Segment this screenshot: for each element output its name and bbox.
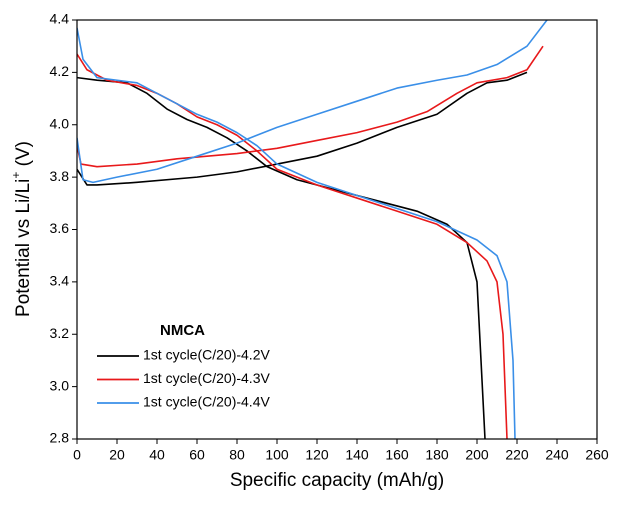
x-tick-label: 220 xyxy=(505,447,529,463)
y-tick-label: 2.8 xyxy=(50,430,70,446)
y-tick-label: 3.0 xyxy=(50,377,70,393)
x-tick-label: 140 xyxy=(345,447,369,463)
x-tick-label: 80 xyxy=(229,447,245,463)
x-tick-label: 160 xyxy=(385,447,409,463)
x-tick-label: 180 xyxy=(425,447,449,463)
y-tick-label: 4.0 xyxy=(50,115,70,131)
y-tick-label: 4.2 xyxy=(50,63,70,79)
y-axis-title-main: Potential vs Li/Li xyxy=(13,179,34,317)
x-tick-label: 100 xyxy=(265,447,289,463)
x-tick-label: 20 xyxy=(109,447,125,463)
legend-title: NMCA xyxy=(160,322,205,339)
y-axis-title-sup: + xyxy=(9,172,23,179)
x-tick-label: 120 xyxy=(305,447,329,463)
x-tick-label: 200 xyxy=(465,447,489,463)
legend-label: 1st cycle(C/20)-4.2V xyxy=(143,347,270,363)
plot-frame xyxy=(76,19,598,440)
y-tick-label: 3.6 xyxy=(50,220,70,236)
x-tick-label: 60 xyxy=(189,447,205,463)
series-line xyxy=(77,45,544,439)
y-tick-label: 3.4 xyxy=(50,273,70,289)
y-axis-title: Potential vs Li/Li+ (V) xyxy=(9,141,34,317)
plot-lines xyxy=(77,20,548,439)
y-tick-label: 3.8 xyxy=(50,168,70,184)
x-tick-label: 40 xyxy=(149,447,165,463)
legend-label: 1st cycle(C/20)-4.3V xyxy=(143,370,270,386)
x-tick-label: 260 xyxy=(585,447,609,463)
x-axis-title: Specific capacity (mAh/g) xyxy=(230,470,444,491)
y-axis-title-unit: (V) xyxy=(13,141,34,172)
legend-label: 1st cycle(C/20)-4.4V xyxy=(143,394,270,410)
x-tick-label: 240 xyxy=(545,447,569,463)
y-tick-label: 4.4 xyxy=(50,11,70,27)
x-tick-label: 0 xyxy=(73,447,81,463)
series-line xyxy=(77,20,548,439)
y-tick-label: 3.2 xyxy=(50,325,70,341)
